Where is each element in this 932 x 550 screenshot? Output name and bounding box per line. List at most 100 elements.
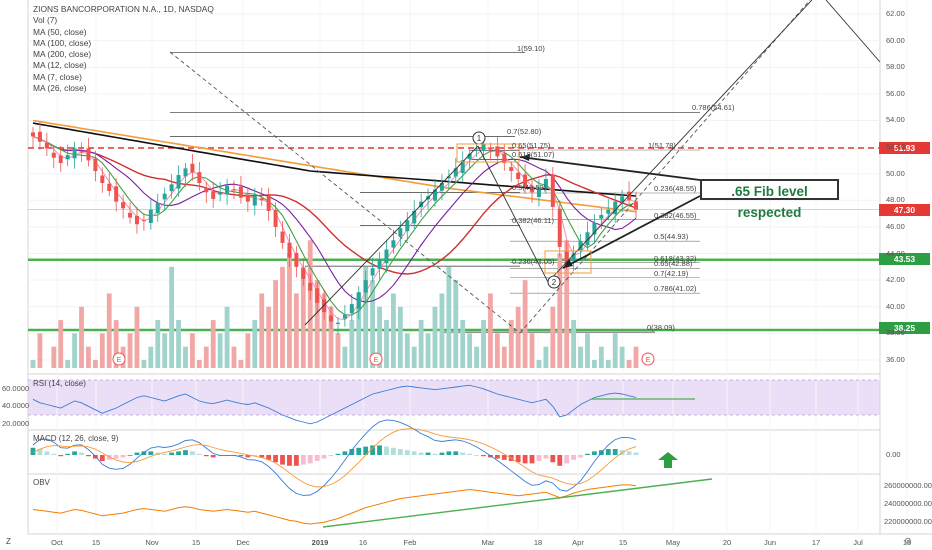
volume-bar — [564, 240, 570, 368]
arrow-up-icon — [658, 452, 678, 468]
time-axis-tick: 16 — [358, 538, 368, 547]
macd-histogram-bar — [321, 455, 327, 459]
ma12-line — [32, 135, 637, 316]
volume-bar — [106, 293, 112, 368]
volume-bar — [141, 360, 147, 368]
price-axis-tick: 54.00 — [886, 115, 905, 125]
macd-histogram-bar — [127, 455, 133, 456]
fib2-level-label: 1(51.78) — [648, 141, 676, 150]
fib-level-label: 0.382(46.11) — [512, 216, 554, 226]
time-axis-tick: 15 — [618, 538, 628, 547]
candle-body — [460, 160, 465, 173]
volume-bar — [522, 280, 528, 368]
candle-body — [287, 242, 292, 258]
macd-histogram-bar — [474, 455, 479, 456]
macd-histogram-bar — [363, 446, 369, 455]
fib2-level-label: 0.786(41.02) — [654, 284, 697, 294]
fib-level-label: 0.786(54.61) — [692, 103, 735, 113]
candle-body — [557, 208, 562, 247]
swing-marker-two — [547, 275, 561, 289]
candle-body — [128, 212, 133, 218]
macd-histogram-bar — [280, 455, 285, 465]
candle-body — [79, 151, 84, 153]
earnings-marker — [112, 352, 126, 366]
volume-bar — [252, 320, 258, 368]
macd-histogram-bar — [72, 451, 77, 455]
candle-body — [335, 322, 340, 325]
volume-bar — [439, 293, 445, 368]
volume-bar — [51, 346, 57, 368]
legend-ma7[interactable]: MA (7, close) — [33, 71, 82, 82]
volume-bar — [633, 346, 639, 368]
macd-histogram-bar — [245, 455, 251, 458]
macd-histogram-bar — [335, 453, 341, 455]
volume-bar — [592, 360, 597, 368]
candle-body — [502, 153, 507, 164]
legend-ma26[interactable]: MA (26, close) — [33, 83, 87, 94]
candle-body — [93, 158, 98, 172]
macd-histogram-bar — [176, 451, 181, 455]
candle-body — [405, 220, 410, 232]
candle-body — [516, 172, 521, 180]
volume-bar — [342, 346, 348, 368]
macd-histogram-bar — [65, 453, 71, 455]
candle-body — [252, 196, 257, 206]
rsi-line — [32, 384, 637, 425]
macd-histogram-bar — [529, 455, 535, 464]
candle-body — [44, 142, 49, 149]
volume-bar — [605, 360, 611, 368]
volume-bar — [598, 346, 604, 368]
macd-histogram-bar — [210, 455, 216, 458]
volume-bar — [335, 333, 341, 368]
settings-gear-icon[interactable]: ⚙ — [903, 536, 912, 546]
volume-bar — [148, 346, 154, 368]
time-axis-tick: Jul — [853, 538, 863, 547]
volume-bar — [30, 360, 36, 368]
candle-body — [391, 240, 396, 248]
candle-body — [488, 148, 493, 150]
legend-ma12[interactable]: MA (12, close) — [33, 60, 87, 71]
timezone-label[interactable]: Z — [6, 537, 11, 546]
legend-ma100[interactable]: MA (100, close) — [33, 37, 92, 48]
macd-histogram-bar — [287, 455, 292, 466]
time-axis-tick: Dec — [236, 538, 250, 547]
candle-body — [329, 315, 334, 322]
macd-histogram-bar — [259, 455, 265, 458]
obv-pane-label[interactable]: OBV — [33, 478, 50, 487]
candle-body — [259, 198, 264, 201]
ma100-line — [32, 122, 637, 197]
volume-bar — [99, 333, 105, 368]
ma7-line — [32, 135, 637, 321]
candle-body — [453, 168, 458, 177]
macd-pane-label[interactable]: MACD (12, 26, close, 9) — [33, 434, 119, 443]
macd-histogram-bar — [592, 451, 597, 455]
macd-histogram-bar — [467, 453, 473, 455]
volume-bar — [543, 346, 549, 368]
legend-vol[interactable]: Vol (7) — [33, 15, 58, 26]
macd-histogram-bar — [377, 445, 382, 455]
volume-bar — [349, 320, 355, 368]
macd-histogram-bar — [536, 455, 542, 461]
macd-histogram-bar — [543, 455, 549, 459]
candle-body — [606, 209, 611, 214]
candle-body — [349, 304, 354, 314]
rsi-pane-label[interactable]: RSI (14, close) — [33, 379, 86, 388]
volume-bar — [92, 360, 98, 368]
legend-ma50[interactable]: MA (50, close) — [33, 26, 87, 37]
price-tag-support: 43.53 — [879, 253, 930, 265]
volume-bar — [446, 266, 452, 368]
candle-body — [592, 222, 597, 235]
candle-body — [509, 167, 514, 172]
volume-bar — [391, 293, 396, 368]
macd-histogram-bar — [79, 452, 84, 455]
candle-body — [121, 202, 126, 209]
candle-body — [342, 314, 347, 319]
time-axis-tick: Oct — [51, 538, 63, 547]
legend-ma200[interactable]: MA (200, close) — [33, 49, 92, 60]
candle-body — [550, 174, 555, 207]
fib-annotation: .65 Fib level respected — [700, 179, 839, 220]
macd-histogram-bar — [134, 452, 140, 455]
volume-bar — [86, 346, 91, 368]
candle-body — [564, 250, 569, 265]
